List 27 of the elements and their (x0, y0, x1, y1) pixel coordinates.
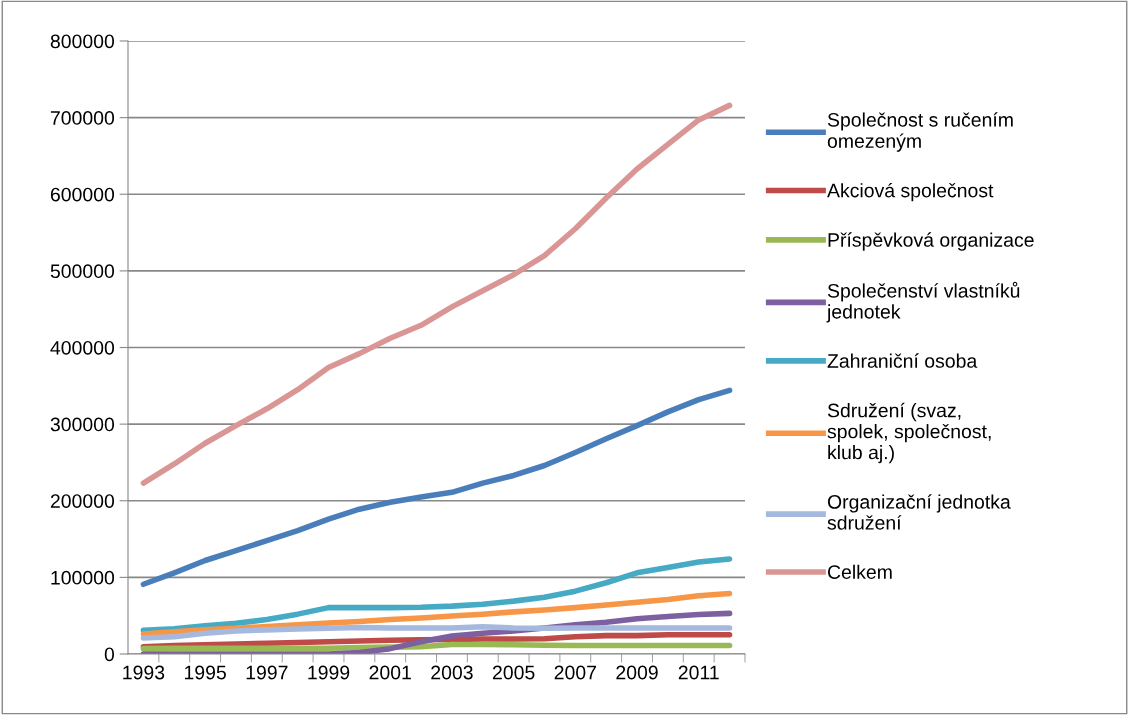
y-tick-label: 700000 (50, 111, 115, 125)
y-tick-label: 100000 (51, 570, 115, 585)
legend-label: Zahraniční osoba (827, 353, 978, 368)
y-tick-label: 600000 (50, 187, 115, 202)
legend-label: Celkem (827, 564, 892, 579)
x-tick-label: 1997 (246, 665, 288, 680)
x-tick-label: 2009 (616, 665, 658, 680)
x-tick-label: 1999 (308, 665, 350, 680)
legend-label: Sdružení (svaz, spolek, společnost, klub aj.) (827, 402, 991, 464)
legend-label: Společnost s ručením omezeným (827, 112, 1013, 152)
x-tick-label: 2005 (492, 665, 535, 680)
y-tick-label: 400000 (50, 340, 115, 355)
x-tick-label: 2003 (431, 665, 473, 680)
y-tick-label: 500000 (50, 264, 115, 279)
x-tick-label: 2011 (678, 665, 719, 680)
y-tick-label: 300000 (50, 417, 115, 432)
y-tick-label: 0 (104, 647, 115, 662)
legend-label: Akciová společnost (827, 182, 994, 202)
x-tick-label: 2007 (554, 665, 596, 680)
x-tick-label: 2001 (369, 665, 411, 680)
legend-label: Společenství vlastníků jednotek (826, 281, 1020, 323)
y-tick-label: 800000 (50, 34, 115, 49)
legend-label: Organizační jednotka sdružení (827, 494, 1011, 530)
legend-label: Příspěvková organizace (828, 232, 1034, 251)
y-tick-label: 200000 (50, 494, 115, 508)
x-tick-label: 1993 (123, 665, 165, 680)
x-tick-label: 1995 (184, 665, 226, 680)
